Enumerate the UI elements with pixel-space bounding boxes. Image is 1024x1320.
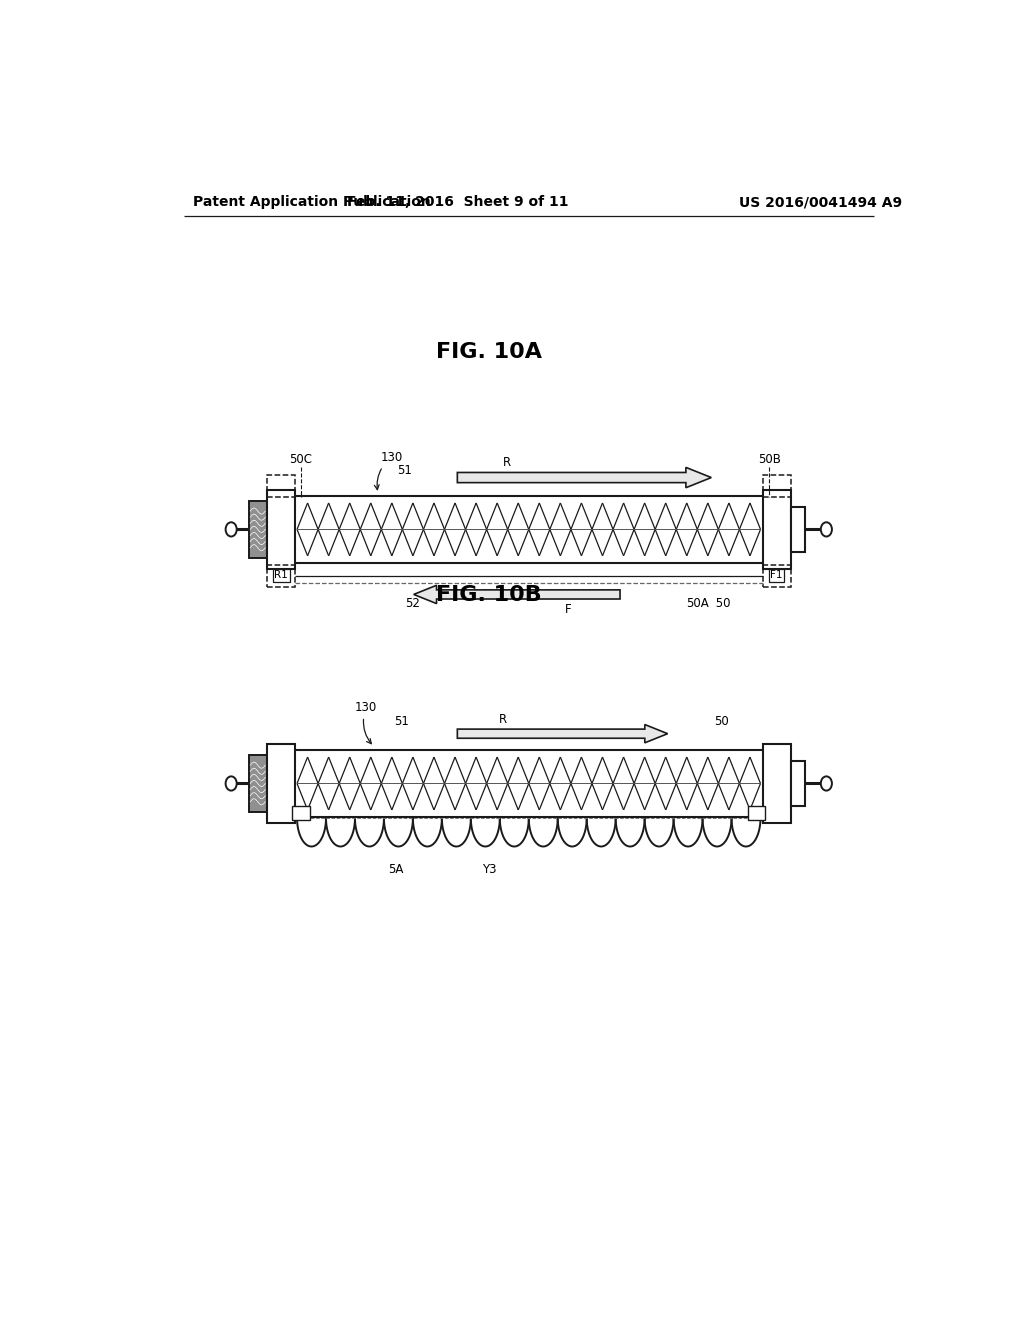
Text: US 2016/0041494 A9: US 2016/0041494 A9 bbox=[739, 195, 902, 209]
Text: 50C: 50C bbox=[290, 453, 312, 466]
Bar bbox=[763, 565, 791, 587]
Polygon shape bbox=[458, 725, 668, 743]
Bar bbox=[249, 500, 267, 558]
Bar bbox=[763, 474, 791, 496]
Bar bbox=[267, 744, 295, 824]
Text: R1: R1 bbox=[274, 570, 288, 579]
Text: Y3: Y3 bbox=[482, 863, 497, 876]
Circle shape bbox=[225, 776, 237, 791]
Text: 51: 51 bbox=[396, 463, 412, 477]
Text: 50: 50 bbox=[714, 715, 729, 729]
Bar bbox=[763, 744, 791, 824]
Text: Patent Application Publication: Patent Application Publication bbox=[194, 195, 431, 209]
Text: 50A: 50A bbox=[686, 597, 710, 610]
Text: Feb. 11, 2016  Sheet 9 of 11: Feb. 11, 2016 Sheet 9 of 11 bbox=[346, 195, 568, 209]
Text: 52: 52 bbox=[404, 597, 420, 610]
Bar bbox=[791, 507, 805, 552]
Bar bbox=[292, 805, 309, 820]
Bar bbox=[267, 565, 295, 587]
Circle shape bbox=[821, 523, 831, 536]
Text: F: F bbox=[565, 603, 571, 616]
Text: R: R bbox=[499, 713, 507, 726]
Bar bbox=[267, 490, 295, 569]
Circle shape bbox=[821, 776, 831, 791]
Bar bbox=[267, 474, 295, 496]
Text: FIG. 10A: FIG. 10A bbox=[436, 342, 542, 362]
Text: 50: 50 bbox=[713, 597, 731, 610]
Text: 5A: 5A bbox=[388, 863, 403, 876]
Bar bbox=[249, 755, 267, 812]
Text: 51: 51 bbox=[394, 715, 410, 729]
Bar bbox=[763, 490, 791, 569]
Text: FIG. 10B: FIG. 10B bbox=[436, 586, 542, 606]
Text: 50B: 50B bbox=[758, 453, 780, 466]
Circle shape bbox=[225, 523, 237, 536]
Text: 130: 130 bbox=[355, 701, 377, 743]
Text: 130: 130 bbox=[375, 450, 402, 490]
Polygon shape bbox=[458, 467, 712, 487]
Text: F1: F1 bbox=[770, 570, 782, 579]
Polygon shape bbox=[414, 585, 620, 603]
Bar bbox=[791, 762, 805, 805]
Text: R: R bbox=[503, 455, 511, 469]
Bar bbox=[748, 805, 765, 820]
